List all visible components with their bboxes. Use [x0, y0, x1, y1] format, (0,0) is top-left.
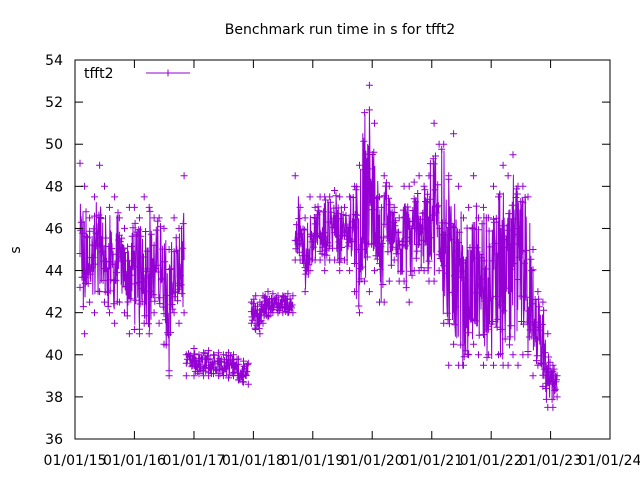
y-tick-label: 40: [45, 348, 63, 364]
y-axis-label: s: [8, 246, 24, 253]
x-tick-label: 01/01/19: [281, 453, 344, 469]
x-axis-ticks: 01/01/1501/01/1601/01/1701/01/1801/01/19…: [44, 60, 640, 469]
series-markers: [247, 288, 297, 338]
x-tick-label: 01/01/16: [103, 453, 166, 469]
series-markers: [291, 81, 561, 411]
x-tick-label: 01/01/15: [44, 453, 107, 469]
legend-label-tfft2: tfft2: [84, 66, 114, 82]
x-tick-label: 01/01/23: [519, 453, 582, 469]
plot-frame: [74, 59, 611, 440]
plot-marks: [76, 81, 561, 411]
x-tick-label: 01/01/24: [579, 453, 640, 469]
y-tick-label: 52: [45, 95, 63, 111]
legend-marker-tfft2: [164, 69, 172, 77]
y-tick-label: 54: [45, 53, 63, 69]
chart-title: Benchmark run time in s for tfft2: [225, 22, 455, 38]
x-tick-label: 01/01/18: [222, 453, 285, 469]
y-tick-label: 44: [45, 264, 63, 280]
x-tick-label: 01/01/21: [400, 453, 463, 469]
y-axis-ticks: 36 38 40 42 44 46 48 50 52 54: [45, 53, 610, 448]
x-tick-label: 01/01/17: [163, 453, 226, 469]
legend: tfft2: [84, 66, 190, 82]
y-tick-label: 42: [45, 306, 63, 322]
y-tick-label: 48: [45, 179, 63, 195]
y-tick-label: 46: [45, 221, 63, 237]
y-tick-label: 38: [45, 390, 63, 406]
series-line-segment: [294, 109, 558, 401]
series-markers: [182, 345, 252, 388]
y-tick-label: 36: [45, 432, 63, 448]
series-markers: [76, 159, 188, 380]
x-tick-label: 01/01/22: [460, 453, 523, 469]
y-tick-label: 50: [45, 137, 63, 153]
x-tick-label: 01/01/20: [341, 453, 404, 469]
